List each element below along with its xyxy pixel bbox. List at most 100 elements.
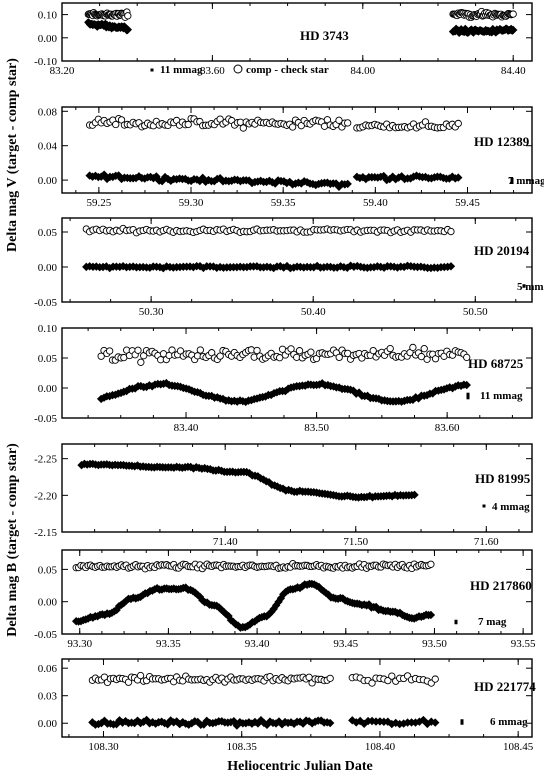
scale-bar <box>510 177 514 185</box>
scale-bar-label: 5 mmag <box>517 281 544 293</box>
comp-check-point <box>509 10 517 18</box>
comp-check-point <box>184 120 192 129</box>
target-point <box>262 612 271 621</box>
y-tick-label: -0.05 <box>34 297 57 309</box>
x-axis-label: Heliocentric Julian Date <box>227 759 372 774</box>
x-tick-label: 108.30 <box>88 741 119 753</box>
scale-bar-label: 11 mmag <box>480 390 523 402</box>
y-tick-label: 0.00 <box>38 262 58 274</box>
comp-check-point <box>335 116 343 124</box>
target-point <box>131 173 141 183</box>
target-point <box>199 263 208 273</box>
y-axis-label-v: Delta mag V (target - comp star) <box>5 58 20 252</box>
target-point <box>359 719 369 729</box>
comp-check-point <box>344 119 352 127</box>
panel-hd-20194: 50.30 50.40 50.50 -0.05 0.00 0.05 HD 20194 5 mm… <box>34 217 544 318</box>
y-tick-label: 0.00 <box>38 383 58 395</box>
comp-check-point <box>369 346 377 355</box>
star-name: HD 81995 <box>475 471 531 486</box>
data-points <box>85 114 463 191</box>
target-point <box>394 173 403 182</box>
comp-check-point <box>134 346 142 354</box>
target-point <box>191 588 200 597</box>
star-name: HD 221774 <box>474 679 536 694</box>
target-point <box>399 719 408 728</box>
target-point <box>286 718 296 727</box>
x-tick-label: 59.30 <box>179 197 204 209</box>
x-tick-label: 93.35 <box>156 638 181 650</box>
comp-check-point <box>136 671 145 680</box>
x-tick-label: 84.40 <box>501 65 526 77</box>
data-points <box>96 343 471 407</box>
comp-check-point <box>253 346 261 355</box>
comp-check-point <box>320 122 329 130</box>
target-point <box>325 718 335 728</box>
x-tick-label: 71.50 <box>343 536 368 548</box>
x-tick-label: 71.60 <box>474 536 499 548</box>
target-point <box>387 719 396 729</box>
target-point <box>152 172 161 181</box>
data-points <box>77 459 419 502</box>
comp-check-point <box>388 672 396 680</box>
scale-bar <box>150 68 154 72</box>
target-point <box>99 393 109 402</box>
plot-frame <box>61 2 533 62</box>
target-point <box>118 261 128 271</box>
target-point <box>130 718 139 728</box>
target-point <box>209 262 218 271</box>
target-point <box>462 380 471 390</box>
target-point <box>247 719 257 728</box>
scale-bar-label: 11 mmag <box>160 64 203 76</box>
target-point <box>175 719 184 729</box>
target-point <box>352 718 361 727</box>
target-point <box>298 719 308 728</box>
target-point <box>375 717 385 726</box>
target-point <box>423 719 432 729</box>
star-name: HD 12389 <box>474 134 530 149</box>
comp-check-point <box>335 353 343 362</box>
x-tick-label: 83.60 <box>435 422 460 434</box>
x-tick-label: 108.40 <box>365 741 396 753</box>
x-tick-label: 83.50 <box>304 422 329 434</box>
target-point <box>391 175 400 184</box>
target-point <box>115 716 124 725</box>
y-tick-label: 0.00 <box>38 33 58 45</box>
target-point <box>142 715 151 725</box>
y-tick-label: 0.05 <box>38 564 58 576</box>
target-point <box>262 720 272 730</box>
comp-check-point <box>295 347 304 355</box>
comp-check-point <box>106 347 114 355</box>
x-tick-label: 93.30 <box>67 638 92 650</box>
target-point <box>314 582 324 592</box>
x-tick-label: 93.50 <box>422 638 447 650</box>
y-tick-label: -2.25 <box>34 454 57 466</box>
target-point <box>157 717 166 726</box>
panel-hd-68725: 83.40 83.50 83.60 -0.05 0.00 0.05 0.10 HD 68725… <box>34 323 533 434</box>
legend-circle-icon <box>233 64 243 74</box>
comp-check-point <box>196 346 204 354</box>
y-tick-label: -0.05 <box>34 629 57 641</box>
target-point <box>202 716 211 726</box>
x-tick-label: 59.35 <box>271 197 296 209</box>
comp-check-point <box>288 123 297 131</box>
target-point <box>172 717 181 726</box>
panel-hd-217860: 93.30 93.35 93.40 93.45 93.50 93.55 -0.05 0.00 0… <box>34 549 536 650</box>
target-point <box>446 262 456 271</box>
scale-bar-label: 6 mmag <box>490 716 528 728</box>
y-tick-label: 0.10 <box>38 10 58 22</box>
target-point <box>195 176 205 186</box>
y-tick-label: 0.00 <box>38 175 58 187</box>
x-tick-label: 93.55 <box>511 638 536 650</box>
target-point <box>274 717 284 726</box>
y-tick-label: 0.04 <box>38 141 58 153</box>
target-point <box>411 718 420 727</box>
comp-check-point <box>239 124 247 132</box>
target-point <box>114 171 123 180</box>
x-tick-label: 50.50 <box>463 306 488 318</box>
panel-hd-81995: 71.40 71.50 71.60 -2.25 -2.20 -2.15 HD 81995 4 … <box>34 443 533 548</box>
y-tick-label: -2.15 <box>34 527 57 539</box>
target-point <box>224 611 233 621</box>
target-point <box>379 171 388 181</box>
target-point <box>334 182 344 191</box>
target-point <box>427 717 436 726</box>
